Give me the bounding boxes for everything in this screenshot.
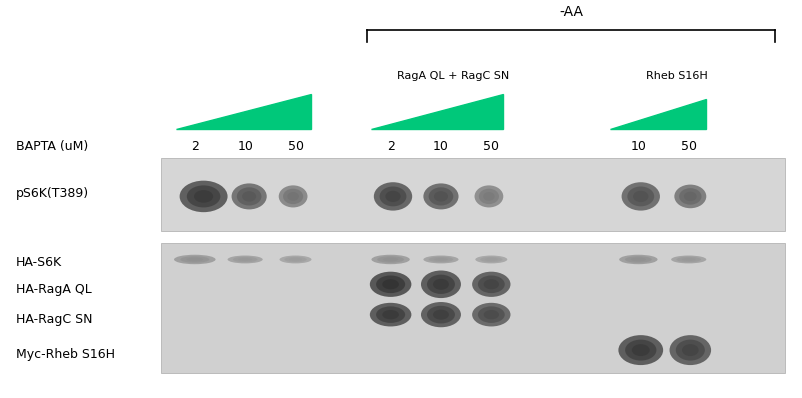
Ellipse shape (632, 344, 650, 356)
Ellipse shape (485, 258, 498, 261)
Ellipse shape (383, 310, 399, 319)
Ellipse shape (187, 258, 203, 261)
Ellipse shape (283, 189, 303, 204)
Text: 2: 2 (191, 140, 199, 153)
Ellipse shape (428, 187, 453, 205)
Ellipse shape (232, 183, 267, 209)
Polygon shape (176, 94, 311, 129)
Ellipse shape (682, 258, 696, 261)
Text: 10: 10 (237, 140, 253, 153)
Ellipse shape (242, 191, 256, 202)
Ellipse shape (383, 279, 399, 289)
Ellipse shape (630, 258, 646, 261)
Text: 50: 50 (681, 140, 697, 153)
Ellipse shape (237, 187, 261, 205)
Text: 2: 2 (387, 140, 395, 153)
Ellipse shape (434, 258, 448, 261)
Ellipse shape (472, 272, 511, 297)
Ellipse shape (421, 271, 461, 298)
Ellipse shape (376, 306, 405, 323)
Ellipse shape (671, 256, 707, 263)
Ellipse shape (238, 258, 252, 261)
Ellipse shape (289, 258, 302, 261)
Ellipse shape (479, 189, 499, 204)
Ellipse shape (627, 187, 654, 206)
Ellipse shape (187, 185, 221, 207)
Text: 50: 50 (287, 140, 303, 153)
Text: 50: 50 (484, 140, 500, 153)
Bar (161, 158, 784, 231)
Ellipse shape (676, 257, 701, 262)
Ellipse shape (287, 192, 299, 201)
Ellipse shape (228, 256, 263, 263)
Ellipse shape (618, 335, 663, 365)
Ellipse shape (625, 339, 656, 361)
Ellipse shape (619, 255, 658, 264)
Ellipse shape (433, 279, 449, 290)
Ellipse shape (478, 306, 504, 323)
Ellipse shape (285, 257, 306, 262)
Text: HA-S6K: HA-S6K (16, 256, 62, 269)
Ellipse shape (684, 192, 697, 201)
Bar (161, 243, 784, 373)
Ellipse shape (194, 190, 213, 203)
Ellipse shape (421, 302, 461, 327)
Ellipse shape (484, 279, 499, 289)
Text: Rheb S16H: Rheb S16H (646, 71, 707, 81)
Ellipse shape (480, 257, 503, 262)
Ellipse shape (622, 182, 660, 211)
Ellipse shape (670, 335, 711, 365)
Text: -AA: -AA (559, 5, 583, 19)
Ellipse shape (428, 257, 453, 262)
Text: HA-RagC SN: HA-RagC SN (16, 313, 92, 326)
Ellipse shape (279, 185, 307, 207)
Ellipse shape (625, 256, 652, 263)
Ellipse shape (475, 185, 504, 207)
Ellipse shape (434, 191, 448, 202)
Ellipse shape (484, 310, 499, 319)
Ellipse shape (377, 256, 404, 263)
Ellipse shape (370, 303, 411, 326)
Ellipse shape (472, 303, 511, 326)
Ellipse shape (427, 306, 455, 324)
Ellipse shape (370, 272, 411, 297)
Ellipse shape (633, 191, 649, 202)
Ellipse shape (280, 256, 311, 263)
Ellipse shape (483, 192, 495, 201)
Ellipse shape (679, 188, 702, 205)
Ellipse shape (379, 187, 407, 206)
Ellipse shape (476, 256, 508, 263)
Ellipse shape (423, 256, 459, 263)
Ellipse shape (233, 257, 257, 262)
Ellipse shape (674, 185, 707, 208)
Text: 10: 10 (630, 140, 646, 153)
Ellipse shape (478, 275, 504, 293)
Ellipse shape (427, 275, 455, 294)
Ellipse shape (383, 258, 399, 261)
Ellipse shape (180, 181, 228, 212)
Ellipse shape (682, 344, 699, 356)
Ellipse shape (180, 256, 209, 263)
Text: HA-RagA QL: HA-RagA QL (16, 283, 91, 296)
Polygon shape (371, 94, 504, 129)
Ellipse shape (676, 339, 705, 361)
Ellipse shape (374, 182, 412, 211)
Ellipse shape (423, 183, 459, 209)
Text: pS6K(T389): pS6K(T389) (16, 187, 89, 200)
Ellipse shape (174, 255, 216, 264)
Text: BAPTA (uM): BAPTA (uM) (16, 140, 88, 153)
Ellipse shape (371, 255, 410, 264)
Text: Myc-Rheb S16H: Myc-Rheb S16H (16, 347, 115, 361)
Ellipse shape (433, 310, 449, 320)
Text: 10: 10 (433, 140, 449, 153)
Ellipse shape (376, 275, 405, 293)
Text: RagA QL + RagC SN: RagA QL + RagC SN (397, 71, 509, 81)
Ellipse shape (385, 191, 401, 202)
Polygon shape (610, 100, 707, 129)
